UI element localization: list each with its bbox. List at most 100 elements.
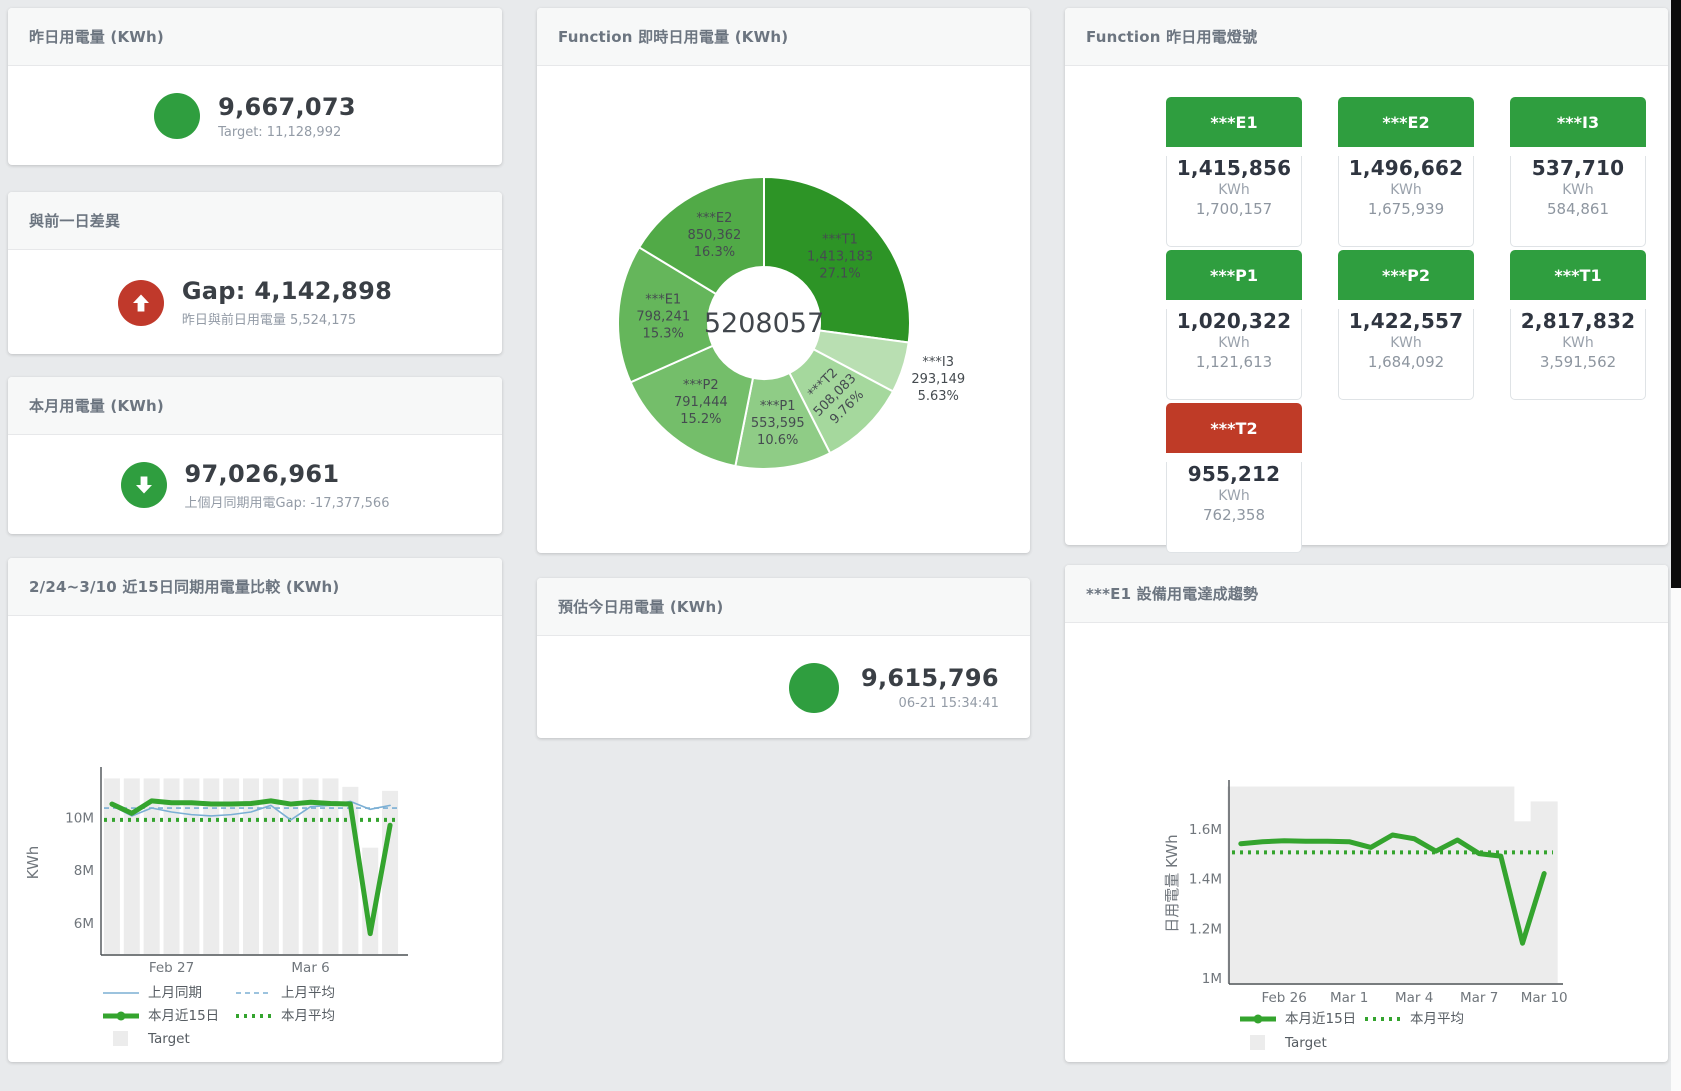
panel-title-text: Function 即時日用電量 (KWh)	[558, 28, 789, 46]
card-day-gap: 與前一日差異 Gap: 4,142,898 昨日與前日用電量 5,524,175	[8, 192, 502, 354]
tile-target: 584,861	[1546, 200, 1610, 218]
arrow-down-icon	[120, 462, 167, 508]
tile-target: 3,591,562	[1539, 353, 1617, 371]
panel-title-text: Function 昨日用電燈號	[1086, 28, 1258, 46]
legend-item[interactable]: 本月近15日	[1240, 1011, 1356, 1027]
light-tile-P1: ***P1 1,020,322 KWh 1,121,613	[1166, 250, 1302, 400]
card-today-estimate: 預估今日用電量 (KWh) 9,615,796 06-21 15:34:41	[537, 578, 1030, 738]
legend-label: 本月近15日	[148, 1008, 219, 1024]
scrollbar-thumb[interactable]	[1671, 0, 1681, 588]
legend-item[interactable]: 本月平均	[236, 1008, 335, 1024]
tile-body: 1,496,662 KWh 1,675,939	[1338, 156, 1474, 247]
legend-item[interactable]: Target	[113, 1031, 190, 1047]
y-tick-label: 6M	[74, 916, 94, 932]
panel-title: 本月用電量 (KWh)	[8, 377, 502, 435]
panel-title-text: 預估今日用電量 (KWh)	[558, 598, 724, 616]
tile-unit: KWh	[1218, 182, 1250, 198]
svg-text:791,444: 791,444	[674, 395, 728, 410]
panel-title-text: ***E1 設備用電達成趨勢	[1086, 585, 1259, 603]
svg-text:***P2: ***P2	[683, 378, 719, 393]
target-bar	[262, 778, 279, 954]
svg-text:16.3%: 16.3%	[694, 245, 735, 260]
tile-label: ***T1	[1510, 250, 1646, 300]
panel-title: ***E1 設備用電達成趨勢	[1065, 565, 1668, 623]
legend-swatch-box	[113, 1031, 128, 1046]
panel-title-text: 與前一日差異	[29, 212, 121, 230]
y-tick-label: 8M	[74, 863, 94, 879]
card-month-usage: 本月用電量 (KWh) 97,026,961 上個月同期用電Gap: -17,3…	[8, 377, 502, 534]
svg-text:553,595: 553,595	[751, 416, 805, 431]
svg-text:***P1: ***P1	[760, 399, 796, 414]
stat-body: 9,615,796 06-21 15:34:41	[537, 636, 1030, 739]
tile-target: 1,684,092	[1367, 353, 1445, 371]
svg-text:***T1: ***T1	[822, 233, 858, 248]
status-circle-icon	[154, 93, 201, 139]
panel-title: 昨日用電量 (KWh)	[8, 8, 502, 66]
light-tile-T2: ***T2 955,212 KWh 762,358	[1166, 403, 1302, 553]
series-line	[109, 798, 393, 937]
legend-item[interactable]: Target	[1250, 1035, 1327, 1051]
status-circle-icon	[789, 662, 839, 713]
legend-label: 上月同期	[148, 985, 202, 1001]
stat-subtitle: 昨日與前日用電量 5,524,175	[181, 313, 357, 328]
y-tick-label: 1M	[1202, 971, 1222, 987]
legend-label: 本月近15日	[1285, 1011, 1356, 1027]
stat-text: 9,615,796 06-21 15:34:41	[861, 664, 999, 711]
stat-body: 97,026,961 上個月同期用電Gap: -17,377,566	[8, 435, 502, 535]
tile-unit: KWh	[1218, 488, 1250, 504]
svg-text:10.6%: 10.6%	[757, 433, 798, 448]
tile-label: ***P1	[1166, 250, 1302, 300]
tile-value: 1,415,856	[1176, 156, 1292, 180]
tile-target: 1,700,157	[1195, 200, 1273, 218]
donut-label: ***I3 293,149 5.63%	[911, 355, 965, 404]
legend-label: 上月平均	[281, 985, 335, 1001]
stat-value: Gap: 4,142,898	[181, 277, 393, 305]
tile-target: 762,358	[1202, 506, 1266, 524]
donut-center-total: 5208057	[704, 308, 824, 339]
legend-swatch-box	[1250, 1035, 1265, 1050]
card-e1-trend-chart: ***E1 設備用電達成趨勢 1M 1.2M 1.4M 1.6M Feb 26 Mar 1…	[1065, 565, 1668, 1062]
tile-unit: KWh	[1562, 335, 1594, 351]
target-bar	[362, 847, 379, 954]
x-tick-label: Mar 7	[1460, 990, 1498, 1006]
y-tick-label: 10M	[65, 810, 94, 826]
svg-text:15.3%: 15.3%	[643, 327, 684, 342]
target-bar	[123, 778, 140, 954]
legend-label: 本月平均	[1410, 1011, 1464, 1027]
light-tile-P2: ***P2 1,422,557 KWh 1,684,092	[1338, 250, 1474, 400]
donut-label: ***P1 553,595 10.6%	[751, 399, 805, 448]
donut-slice-E2	[637, 175, 765, 296]
tile-label: ***E2	[1338, 97, 1474, 147]
legend-item[interactable]: 本月近15日	[103, 1008, 219, 1024]
tile-value: 955,212	[1187, 462, 1281, 486]
panel-title-text: 本月用電量 (KWh)	[29, 397, 164, 415]
tile-body: 1,422,557 KWh 1,684,092	[1338, 309, 1474, 400]
function-usage-donut-chart: ***T1 1,413,183 27.1% ***I3 293,149 5.63% ***T…	[617, 175, 965, 470]
donut-slice-T1	[763, 175, 911, 344]
target-bar	[163, 778, 180, 954]
y-tick-label: 1.2M	[1189, 921, 1222, 937]
light-tile-E2: ***E2 1,496,662 KWh 1,675,939	[1338, 97, 1474, 247]
x-tick-label: Mar 10	[1521, 990, 1568, 1006]
target-bar	[103, 778, 120, 954]
target-bar	[183, 778, 200, 954]
y-tick-label: 1.6M	[1189, 822, 1222, 838]
legend-label: Target	[1284, 1035, 1327, 1051]
tile-target: 1,675,939	[1367, 200, 1445, 218]
tile-unit: KWh	[1390, 182, 1422, 198]
stat-text: Gap: 4,142,898 昨日與前日用電量 5,524,175	[182, 277, 392, 328]
legend-item[interactable]: 上月同期	[103, 985, 202, 1001]
y-axis-label: 日用電量 KWh	[1163, 834, 1181, 932]
target-bar	[1530, 801, 1558, 983]
stat-text: 9,667,073 Target: 11,128,992	[218, 93, 356, 140]
target-bar	[382, 790, 399, 954]
scrollbar-track[interactable]	[1671, 0, 1681, 1091]
y-tick-label: 1.4M	[1189, 872, 1222, 888]
card-15day-compare-chart: 2/24~3/10 近15日同期用電量比較 (KWh) 6M 8M 10M Feb 2…	[8, 558, 502, 1062]
light-tile-T1: ***T1 2,817,832 KWh 3,591,562	[1510, 250, 1646, 400]
target-bar	[223, 778, 240, 954]
legend-item[interactable]: 本月平均	[1365, 1011, 1464, 1027]
legend-item[interactable]: 上月平均	[236, 985, 335, 1001]
stat-body: 9,667,073 Target: 11,128,992	[8, 66, 502, 166]
